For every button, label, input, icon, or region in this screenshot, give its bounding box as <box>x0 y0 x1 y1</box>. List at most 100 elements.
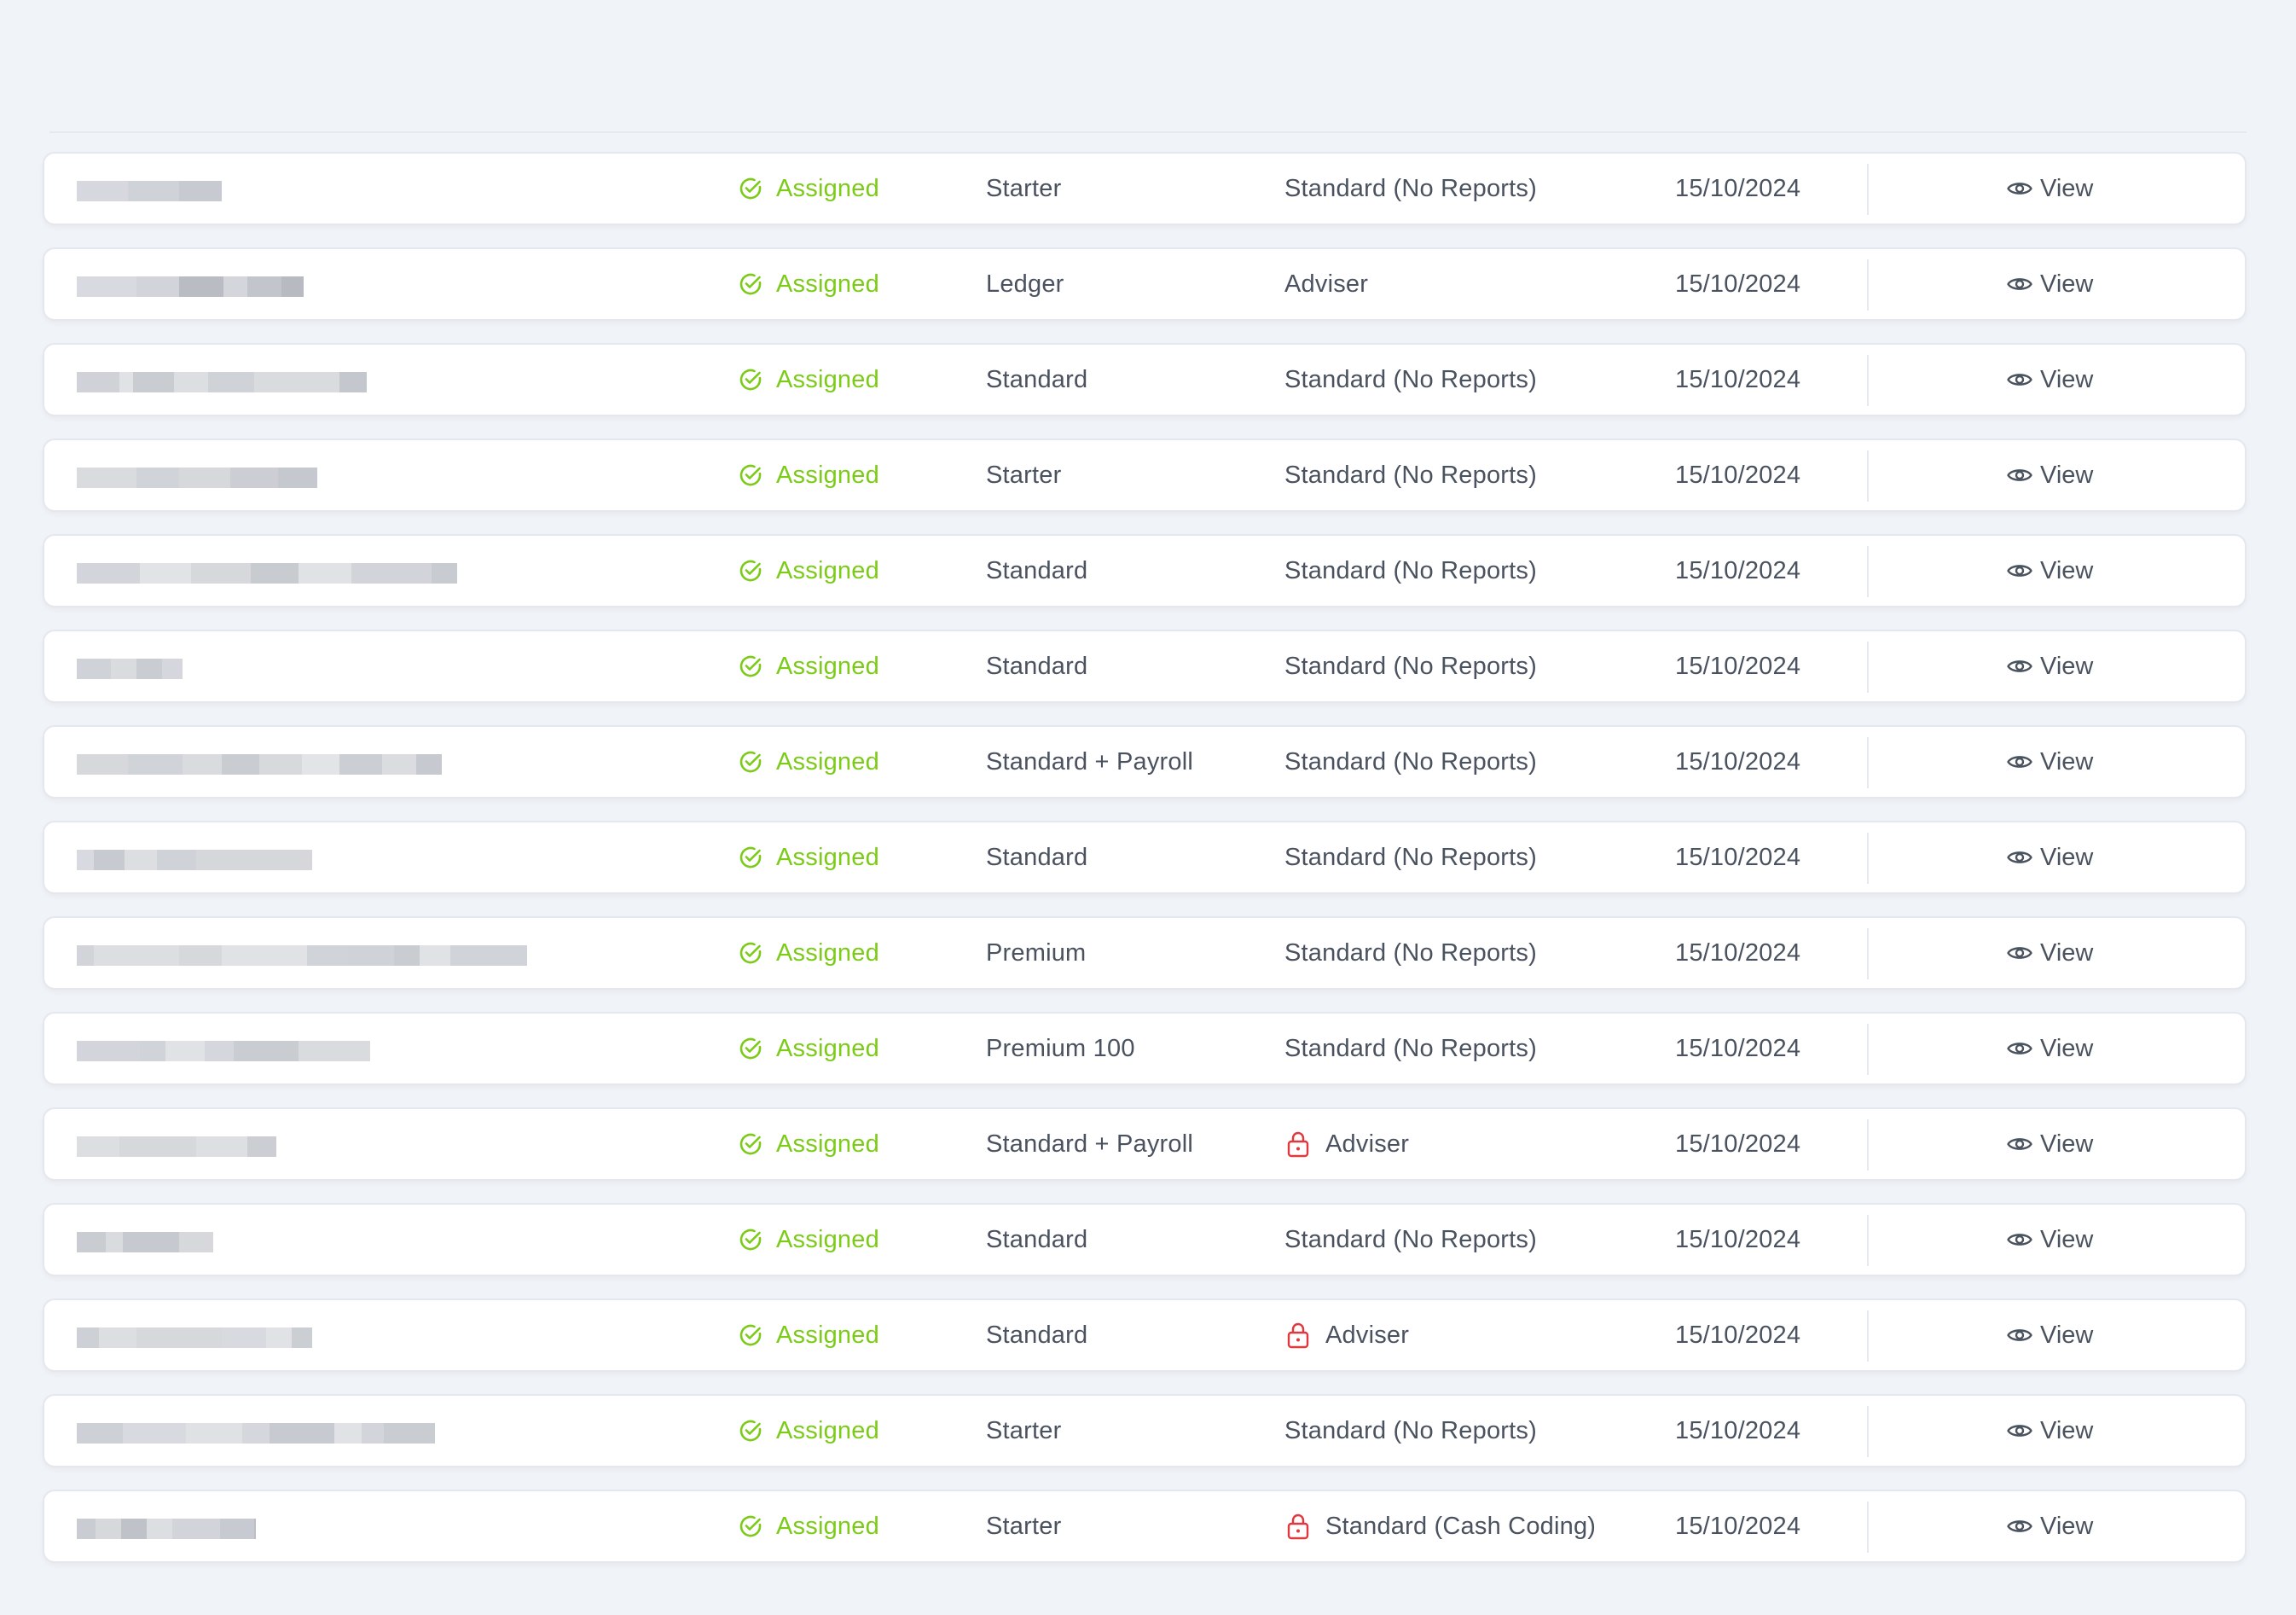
redaction-block <box>416 754 442 775</box>
status-label: Assigned <box>776 174 879 202</box>
plan-label: Standard <box>986 1321 1088 1349</box>
eye-icon <box>2007 1425 2032 1437</box>
access-label: Standard (No Reports) <box>1284 1225 1537 1253</box>
redaction-block <box>123 1423 186 1444</box>
date-cell: 15/10/2024 <box>1675 536 1800 606</box>
plan-cell: Standard <box>986 1300 1087 1370</box>
plan-cell: Standard <box>986 345 1087 415</box>
table-row: Assigned Premium Standard (No Reports) 1… <box>43 916 2247 990</box>
redacted-client-name <box>77 754 442 775</box>
access-cell: Standard (No Reports) <box>1284 631 1537 701</box>
plan-label: Starter <box>986 1416 1062 1444</box>
status-label: Assigned <box>776 1512 879 1540</box>
status-cell: Assigned <box>737 1205 879 1275</box>
plan-cell: Standard + Payroll <box>986 1109 1193 1179</box>
table-row: Assigned Ledger Adviser 15/10/2024 View <box>43 247 2247 321</box>
view-button[interactable]: View <box>2006 1300 2093 1370</box>
redaction-block <box>77 1232 106 1252</box>
column-separator <box>1867 1310 1869 1362</box>
column-separator <box>1867 1024 1869 1075</box>
access-cell: Standard (No Reports) <box>1284 1396 1537 1466</box>
redaction-block <box>247 276 281 297</box>
status-cell: Assigned <box>737 154 879 224</box>
date-cell: 15/10/2024 <box>1675 249 1800 319</box>
redacted-client-name <box>77 945 527 966</box>
view-button[interactable]: View <box>2006 1109 2093 1179</box>
view-button[interactable]: View <box>2006 631 2093 701</box>
redaction-block <box>334 1423 362 1444</box>
view-button[interactable]: View <box>2006 536 2093 606</box>
status-cell: Assigned <box>737 1396 879 1466</box>
status-cell: Assigned <box>737 249 879 319</box>
redaction-block <box>292 1327 312 1348</box>
check-circle-icon <box>739 1037 762 1060</box>
view-button[interactable]: View <box>2006 345 2093 415</box>
view-button[interactable]: View <box>2006 822 2093 892</box>
redaction-block <box>165 1041 205 1061</box>
table-row: Assigned Standard Standard (No Reports) … <box>43 1203 2247 1276</box>
plan-cell: Standard <box>986 1205 1087 1275</box>
redaction-block <box>136 659 162 679</box>
plan-label: Premium <box>986 938 1087 967</box>
view-button[interactable]: View <box>2006 154 2093 224</box>
view-button[interactable]: View <box>2006 440 2093 510</box>
redaction-block <box>179 468 230 488</box>
date-label: 15/10/2024 <box>1675 1512 1801 1540</box>
redaction-block <box>254 1519 256 1539</box>
view-button[interactable]: View <box>2006 1491 2093 1561</box>
redaction-block <box>254 372 339 392</box>
redaction-block <box>179 1232 213 1252</box>
check-circle-icon <box>739 560 762 582</box>
plan-cell: Standard + Payroll <box>986 727 1193 797</box>
view-button[interactable]: View <box>2006 1396 2093 1466</box>
check-circle-icon <box>739 1324 762 1346</box>
redaction-block <box>77 468 136 488</box>
redaction-block <box>183 754 222 775</box>
redaction-block <box>106 1232 123 1252</box>
status-cell: Assigned <box>737 822 879 892</box>
access-cell: Standard (No Reports) <box>1284 727 1537 797</box>
view-button[interactable]: View <box>2006 1205 2093 1275</box>
view-button[interactable]: View <box>2006 918 2093 988</box>
redaction-block <box>208 372 254 392</box>
view-button[interactable]: View <box>2006 727 2093 797</box>
redaction-block <box>186 1423 242 1444</box>
column-separator <box>1867 928 1869 979</box>
column-separator <box>1867 546 1869 597</box>
plan-cell: Starter <box>986 1491 1061 1561</box>
eye-icon <box>2007 278 2032 290</box>
eye-icon <box>2007 660 2032 672</box>
redaction-block <box>281 276 304 297</box>
column-separator <box>1867 355 1869 406</box>
access-cell: Standard (Cash Coding) <box>1284 1491 1596 1561</box>
date-cell: 15/10/2024 <box>1675 727 1800 797</box>
lock-icon <box>1287 1322 1309 1349</box>
plan-label: Standard <box>986 843 1088 871</box>
redaction-block <box>394 945 420 966</box>
plan-label: Premium 100 <box>986 1034 1135 1062</box>
column-separator <box>1867 642 1869 693</box>
redaction-block <box>77 372 119 392</box>
date-label: 15/10/2024 <box>1675 747 1801 776</box>
redaction-block <box>307 945 348 966</box>
redaction-block <box>362 1423 384 1444</box>
redaction-block <box>191 563 251 584</box>
date-cell: 15/10/2024 <box>1675 440 1800 510</box>
status-label: Assigned <box>776 1321 879 1349</box>
date-cell: 15/10/2024 <box>1675 345 1800 415</box>
redaction-block <box>77 276 136 297</box>
table-row: Assigned Starter Standard (No Reports) 1… <box>43 1394 2247 1467</box>
eye-icon <box>2007 1234 2032 1246</box>
redaction-block <box>172 1519 220 1539</box>
redacted-client-name <box>77 1519 256 1539</box>
status-cell: Assigned <box>737 1491 879 1561</box>
view-button[interactable]: View <box>2006 1014 2093 1083</box>
eye-icon <box>2007 947 2032 959</box>
redaction-block <box>128 181 179 201</box>
table-row: Assigned Standard Standard (No Reports) … <box>43 534 2247 607</box>
redacted-client-name <box>77 563 457 584</box>
status-cell: Assigned <box>737 631 879 701</box>
clients-list: Assigned Starter Standard (No Reports) 1… <box>43 152 2247 1585</box>
view-button[interactable]: View <box>2006 249 2093 319</box>
date-cell: 15/10/2024 <box>1675 918 1800 988</box>
